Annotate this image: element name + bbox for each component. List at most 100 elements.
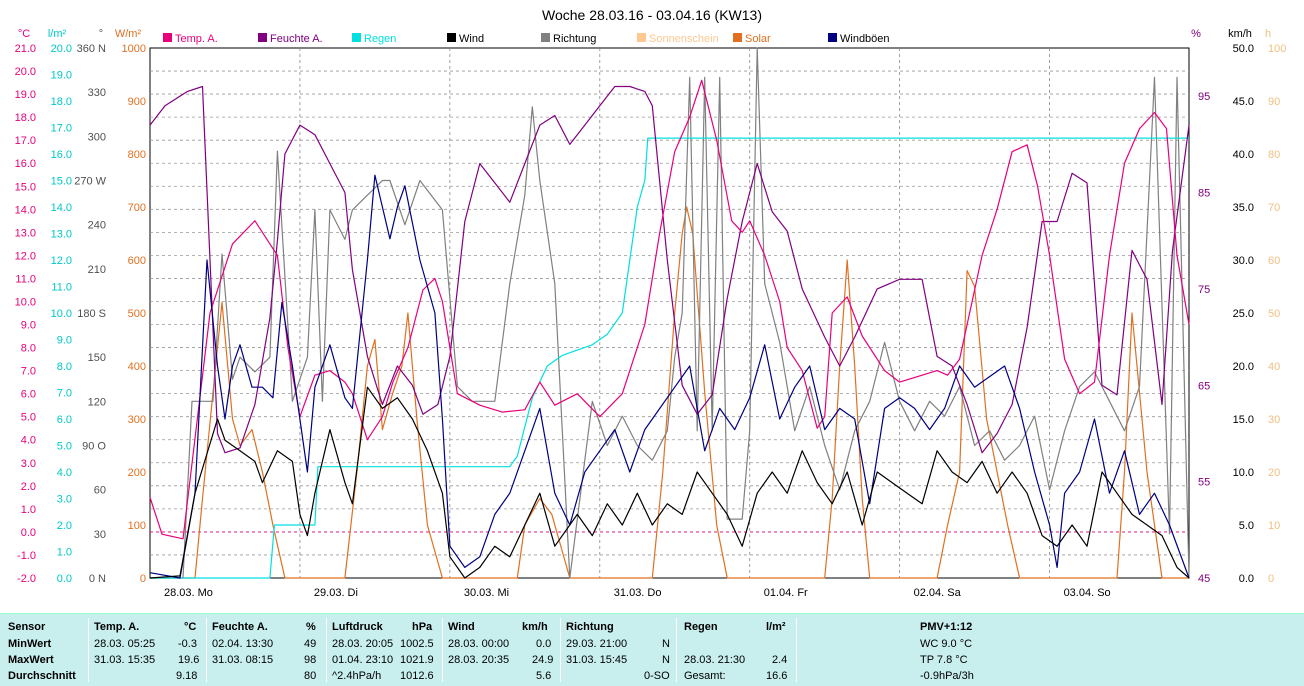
- hum-max-time: 31.03. 08:15: [212, 654, 274, 666]
- axis-tick-label: 0.0: [57, 573, 72, 585]
- axis-tick-label: 90: [1268, 96, 1280, 108]
- x-tick-label: 30.03. Mi: [464, 587, 509, 599]
- minwert-label: MinWert: [8, 638, 52, 650]
- axis-tick-label: 12.0: [15, 250, 36, 262]
- x-axis: 28.03. Mo 29.03. Di 30.03. Mi 31.03. Do 01.0…: [164, 587, 1111, 599]
- axis-tick-label: 12.0: [51, 255, 72, 267]
- wind-min-value: 0.0: [536, 638, 552, 650]
- axis-tick-label: 800: [128, 149, 146, 161]
- axis-tick-label: 330: [88, 87, 106, 99]
- axis-tick-label: 17.0: [15, 135, 36, 147]
- axis-tick-label: 0: [1268, 573, 1274, 585]
- temp-avg-value: 9.18: [176, 670, 198, 682]
- axis-unit: W/m²: [115, 28, 142, 40]
- axis-tick-label: 10.0: [51, 308, 72, 320]
- axis-tick-label: 700: [128, 202, 146, 214]
- axis-tick-label: -2.0: [17, 573, 36, 585]
- axis-tick-label: 5.0: [57, 441, 72, 453]
- axis-tick-label: 100: [128, 520, 146, 532]
- dir-min-time: 29.03. 21:00: [566, 638, 628, 650]
- axis-tick-label: 16.0: [15, 158, 36, 170]
- axis-unit: °C: [18, 28, 30, 40]
- axis-tick-label: 10.0: [15, 296, 36, 308]
- series-solar: [150, 206, 1189, 579]
- axis-tick-label: 600: [128, 255, 146, 267]
- legend-label: Wind: [459, 33, 484, 45]
- legend-swatch: [541, 33, 550, 42]
- rain-unit: l/m²: [766, 621, 786, 633]
- legend-label: Sonnenschein: [649, 33, 719, 45]
- axis-unit: %: [1191, 28, 1201, 40]
- axis-tick-label: 8.0: [57, 361, 72, 373]
- x-tick-label: 28.03. Mo: [164, 587, 213, 599]
- legend-swatch: [447, 33, 456, 42]
- axis-tick-label: 0: [140, 573, 146, 585]
- axis-tick-label: 0 N: [89, 573, 106, 585]
- axis-tick-label: 15.0: [1233, 414, 1254, 426]
- temp-min-value: -0.3: [178, 638, 197, 650]
- axis-tick-label: 400: [128, 361, 146, 373]
- press-avg-value: 1012.6: [400, 670, 434, 682]
- axis-tick-label: 60: [94, 485, 106, 497]
- axis-tick-label: 16.0: [51, 149, 72, 161]
- axis-tick-label: 90 O: [82, 441, 106, 453]
- axis-tick-label: 19.0: [51, 70, 72, 82]
- hum-avg-value: 80: [304, 670, 317, 682]
- wind-max-time: 28.03. 20:35: [448, 654, 510, 666]
- wind-avg-value: 5.6: [536, 670, 552, 682]
- axis-tick-label: 500: [128, 308, 146, 320]
- axis-tick-label: 70: [1268, 202, 1280, 214]
- axis-tick-label: 15.0: [15, 181, 36, 193]
- axis-tick-label: 8.0: [21, 343, 36, 355]
- legend-swatch: [258, 33, 267, 42]
- legend-swatch: [352, 33, 361, 42]
- temp-max-time: 31.03. 15:35: [94, 654, 156, 666]
- axis-tick-label: 95: [1198, 91, 1210, 103]
- axis-tick-label: 50: [1268, 308, 1280, 320]
- axis-tick-label: 15.0: [51, 176, 72, 188]
- rain-max-time: 28.03. 21:30: [684, 654, 746, 666]
- grid: [150, 48, 1189, 578]
- axis-tick-label: 30.0: [1233, 255, 1254, 267]
- axis-tick-label: 360 N: [77, 43, 106, 55]
- axis-tick-label: 1.0: [21, 504, 36, 516]
- axis-tick-label: 30: [1268, 414, 1280, 426]
- axis-tick-label: 180 S: [77, 308, 106, 320]
- weather-chart: Woche 28.03.16 - 03.04.16 (KW13) Temp. A…: [14, 7, 1287, 599]
- axis-tick-label: 20: [1268, 467, 1280, 479]
- legend-label: Richtung: [553, 33, 596, 45]
- axis-tick-label: 45: [1198, 573, 1210, 585]
- pmv-tp: TP 7.8 °C: [920, 654, 968, 666]
- hum-header: Feuchte A.: [212, 621, 268, 633]
- axis-tick-label: 13.0: [51, 229, 72, 241]
- axis-tick-label: 14.0: [15, 204, 36, 216]
- axis-tick-label: 19.0: [15, 89, 36, 101]
- axis-unit: °: [99, 28, 103, 40]
- rain-max-value: 2.4: [772, 654, 788, 666]
- axis-tick-label: 5.0: [21, 412, 36, 424]
- axis-tick-label: 20.0: [15, 66, 36, 78]
- axis-tick-label: 3.0: [57, 494, 72, 506]
- axis-tick-label: 5.0: [1239, 520, 1254, 532]
- press-unit: hPa: [412, 621, 433, 633]
- wind-max-value: 24.9: [532, 654, 554, 666]
- axis-tick-label: 60: [1268, 255, 1280, 267]
- hum-min-time: 02.04. 13:30: [212, 638, 274, 650]
- legend-label: Regen: [364, 33, 396, 45]
- axis-tick-label: 40.0: [1233, 149, 1254, 161]
- x-tick-label: 01.04. Fr: [764, 587, 808, 599]
- axis-tick-label: 65: [1198, 380, 1210, 392]
- axis-tick-label: 14.0: [51, 202, 72, 214]
- temp-min-time: 28.03. 05:25: [94, 638, 156, 650]
- dir-min-value: N: [662, 638, 670, 650]
- sensor-header: Sensor: [8, 621, 46, 633]
- axis-tick-label: 13.0: [15, 227, 36, 239]
- axis-tick-label: 18.0: [15, 112, 36, 124]
- axis-tick-label: 20.0: [1233, 361, 1254, 373]
- axis-tick-label: 30: [94, 529, 106, 541]
- axis-tick-label: 4.0: [57, 467, 72, 479]
- axis-tick-label: 80: [1268, 149, 1280, 161]
- wind-header: Wind: [448, 621, 475, 633]
- axis-tick-label: 75: [1198, 284, 1210, 296]
- hum-max-value: 98: [304, 654, 317, 666]
